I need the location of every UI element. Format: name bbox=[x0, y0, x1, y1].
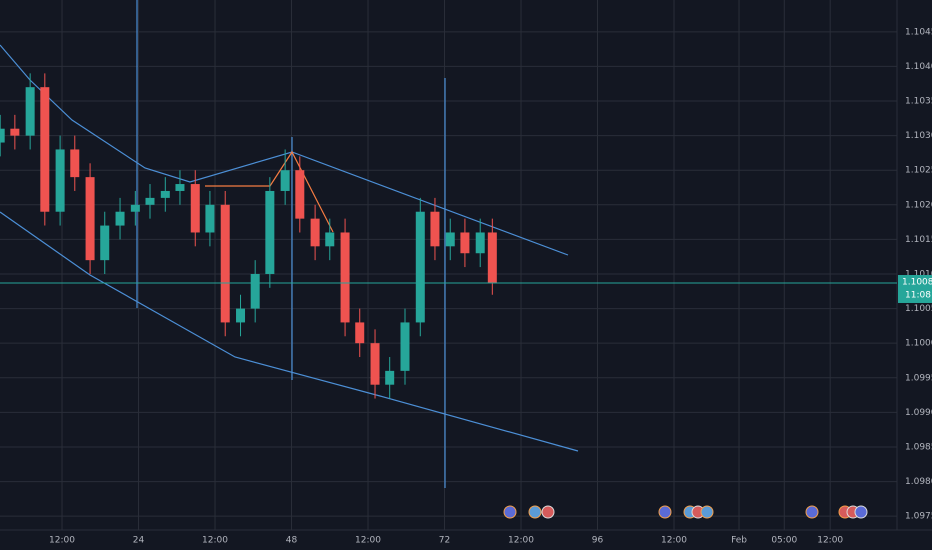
candle-body bbox=[70, 149, 80, 178]
candle-body bbox=[325, 232, 335, 247]
x-tick-label: 96 bbox=[592, 536, 604, 546]
candle-body bbox=[85, 177, 95, 261]
candle-body bbox=[175, 184, 185, 191]
event-icons bbox=[503, 505, 868, 519]
candle-body bbox=[25, 87, 35, 136]
event-icon bbox=[854, 505, 868, 519]
y-tick-label: 1.10400 bbox=[905, 62, 932, 72]
x-tick-label: 12:00 bbox=[49, 536, 75, 546]
pattern-line bbox=[205, 150, 334, 233]
y-tick-label: 1.10000 bbox=[905, 339, 932, 349]
y-tick-label: 1.09950 bbox=[905, 373, 932, 383]
x-tick-label: Feb bbox=[731, 536, 747, 546]
x-tick-label: 12:00 bbox=[661, 536, 687, 546]
x-tick-label: 12:00 bbox=[508, 536, 534, 546]
y-tick-label: 1.09800 bbox=[905, 477, 932, 487]
candle-body bbox=[385, 370, 395, 385]
candle-body bbox=[460, 232, 470, 254]
candle-body bbox=[130, 204, 140, 212]
event-icon bbox=[503, 505, 517, 519]
candle-body bbox=[400, 322, 410, 371]
candle-body bbox=[205, 204, 215, 233]
candle-body bbox=[100, 225, 110, 261]
candle-body bbox=[355, 322, 365, 344]
last-price-label: 1.10087 bbox=[902, 277, 932, 287]
event-icon bbox=[700, 505, 714, 519]
x-tick-label: 05:00 bbox=[771, 536, 797, 546]
y-tick-label: 1.09900 bbox=[905, 408, 932, 418]
candle-body bbox=[40, 87, 50, 212]
candle-body bbox=[115, 211, 125, 226]
candle-body bbox=[250, 273, 260, 309]
lower-trendline bbox=[0, 211, 579, 452]
event-icon bbox=[658, 505, 672, 519]
y-tick-label: 1.10300 bbox=[905, 131, 932, 141]
y-tick-label: 1.10050 bbox=[905, 304, 932, 314]
candle-body bbox=[10, 128, 20, 136]
candle-body bbox=[370, 343, 380, 385]
candle-body bbox=[487, 232, 497, 283]
x-tick-label: 12:00 bbox=[817, 536, 843, 546]
countdown-label: 11:08 bbox=[905, 290, 931, 300]
x-tick-label: 12:00 bbox=[202, 536, 228, 546]
candle-body bbox=[475, 232, 485, 254]
candle-body bbox=[310, 218, 320, 247]
y-tick-label: 1.10200 bbox=[905, 200, 932, 210]
candle-body bbox=[160, 190, 170, 198]
candle-body bbox=[55, 149, 65, 212]
candle-body bbox=[295, 170, 305, 219]
candle-body bbox=[0, 128, 5, 143]
y-tick-label: 1.10250 bbox=[905, 166, 932, 176]
candle-body bbox=[415, 211, 425, 323]
event-icon bbox=[805, 505, 819, 519]
y-tick-label: 1.10100 bbox=[905, 269, 932, 279]
candle-body bbox=[340, 232, 350, 323]
candle-body bbox=[265, 190, 275, 274]
candle-body bbox=[145, 197, 155, 205]
y-tick-label: 1.10350 bbox=[905, 97, 932, 107]
y-tick-label: 1.10150 bbox=[905, 235, 932, 245]
x-tick-label: 12:00 bbox=[355, 536, 381, 546]
y-tick-label: 1.10450 bbox=[905, 27, 932, 37]
x-tick-label: 72 bbox=[439, 536, 450, 546]
y-tick-label: 1.09750 bbox=[905, 512, 932, 522]
candle-body bbox=[236, 308, 246, 323]
candle-body bbox=[430, 211, 440, 247]
x-tick-label: 48 bbox=[286, 536, 298, 546]
candle-body bbox=[280, 170, 290, 191]
event-icon bbox=[541, 505, 555, 519]
candle-body bbox=[190, 184, 200, 233]
y-tick-label: 1.09850 bbox=[905, 442, 932, 452]
last-price-box bbox=[898, 274, 932, 303]
candle-body bbox=[220, 204, 230, 323]
event-icon bbox=[528, 505, 542, 519]
candle-body bbox=[445, 232, 455, 247]
x-tick-label: 24 bbox=[133, 536, 145, 546]
